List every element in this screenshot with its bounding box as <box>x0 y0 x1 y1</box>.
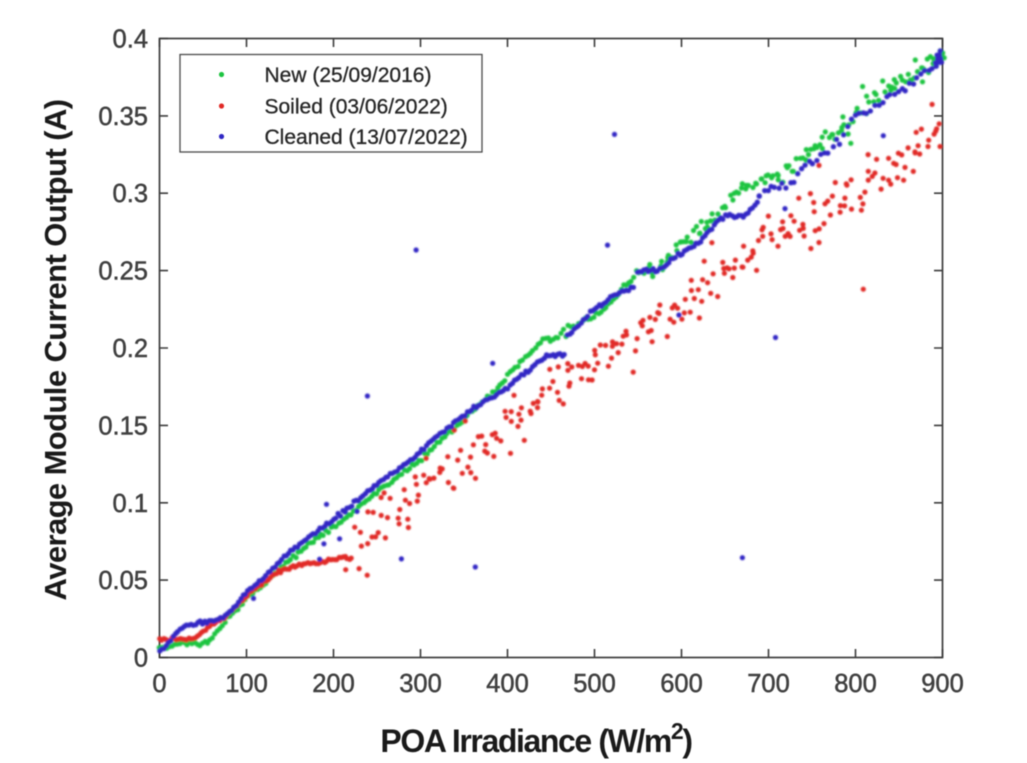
svg-text:0.4: 0.4 <box>113 26 148 54</box>
svg-text:900: 900 <box>921 670 964 698</box>
svg-text:700: 700 <box>747 670 790 698</box>
svg-text:0.35: 0.35 <box>98 103 148 131</box>
svg-text:300: 300 <box>399 670 442 698</box>
svg-text:0.3: 0.3 <box>113 180 148 208</box>
svg-text:Cleaned (13/07/2022): Cleaned (13/07/2022) <box>265 126 468 149</box>
svg-text:0.15: 0.15 <box>98 412 148 440</box>
svg-text:POA Irradiance (W/m2): POA Irradiance (W/m2) <box>380 718 692 759</box>
svg-text:600: 600 <box>660 670 703 698</box>
svg-text:100: 100 <box>225 670 268 698</box>
svg-text:0: 0 <box>152 670 166 698</box>
svg-text:Soiled (03/06/2022): Soiled (03/06/2022) <box>265 96 448 119</box>
svg-text:400: 400 <box>486 670 529 698</box>
svg-text:500: 500 <box>573 670 616 698</box>
svg-text:200: 200 <box>312 670 355 698</box>
svg-text:0: 0 <box>134 645 148 673</box>
svg-text:New (25/09/2016): New (25/09/2016) <box>265 64 432 87</box>
svg-text:0.1: 0.1 <box>113 490 148 518</box>
svg-text:0.05: 0.05 <box>98 567 148 595</box>
svg-text:800: 800 <box>834 670 877 698</box>
svg-text:Average Module Current Output: Average Module Current Output (A) <box>38 100 73 601</box>
svg-text:0.25: 0.25 <box>98 258 148 286</box>
svg-text:0.2: 0.2 <box>113 335 148 363</box>
